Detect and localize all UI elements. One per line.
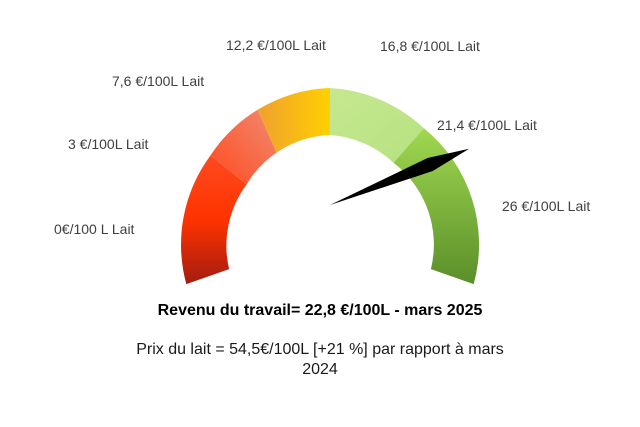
gauge-needle — [330, 148, 470, 205]
gauge-band-lightgreen — [330, 88, 424, 163]
gauge-tick-label: 3 €/100L Lait — [68, 136, 149, 152]
gauge-headline: Revenu du travail= 22,8 €/100L - mars 20… — [157, 302, 483, 319]
gauge-tick-label: 16,8 €/100L Lait — [380, 38, 480, 54]
gauge-band-green — [393, 128, 480, 285]
gauge-tick-label: 0€/100 L Lait — [54, 221, 135, 237]
gauge-tick-label: 7,6 €/100L Lait — [112, 73, 205, 89]
gauge-tick-label: 26 €/100L Lait — [502, 198, 591, 214]
gauge-band-salmon — [210, 109, 277, 185]
gauge-chart — [181, 88, 480, 285]
gauge-band-red — [181, 155, 247, 285]
gauge-subline: Prix du lait = 54,5€/100L [+21 %] par ra… — [136, 341, 504, 378]
gauge-tick-label: 21,4 €/100L Lait — [437, 117, 537, 133]
gauge-band-orange — [257, 88, 330, 153]
gauge-tick-label: 12,2 €/100L Lait — [226, 37, 326, 53]
